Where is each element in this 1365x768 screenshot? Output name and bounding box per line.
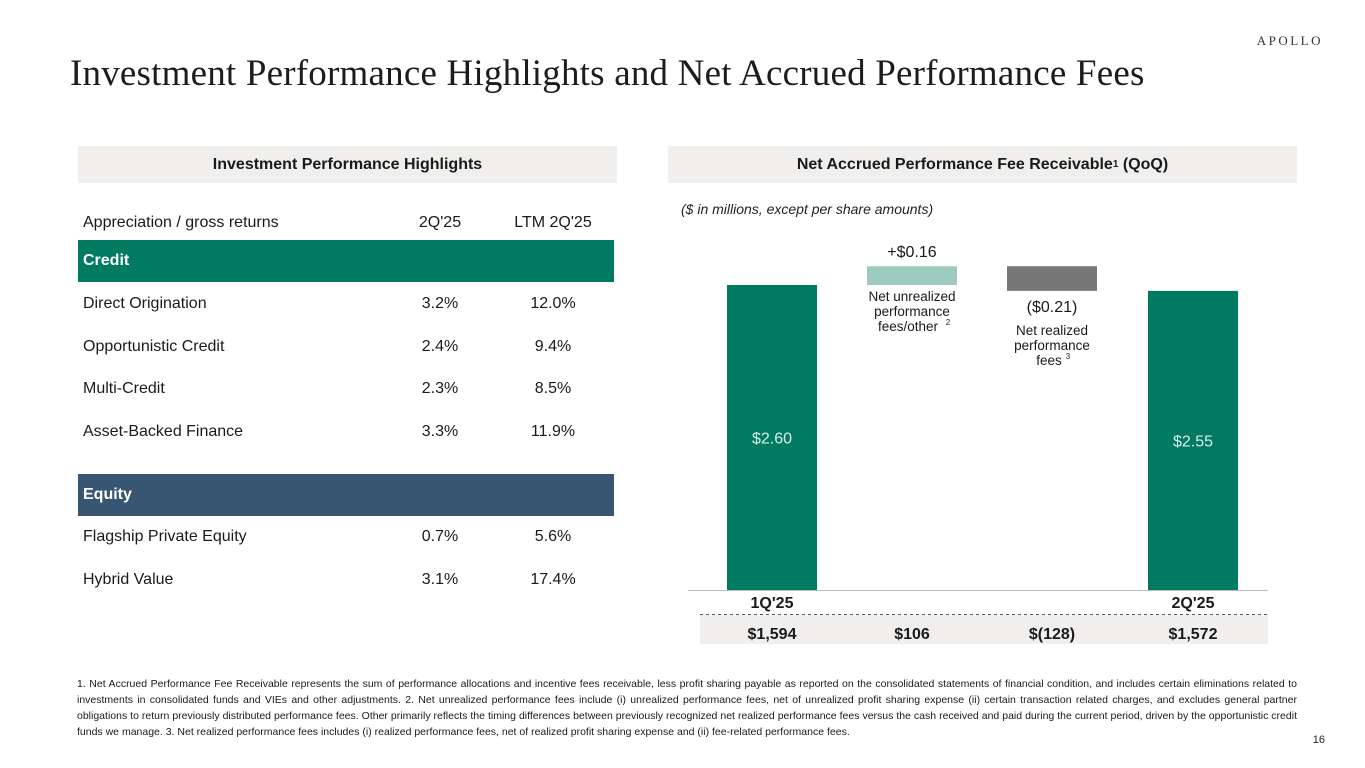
quarter-return: 0.7%: [421, 528, 459, 545]
total-bar: [727, 285, 817, 590]
ltm-return: 11.9%: [530, 423, 576, 440]
ltm-return: 8.5%: [534, 380, 572, 397]
strategy-name: Hybrid Value: [83, 571, 174, 588]
bar-value-label: +$0.16: [887, 244, 936, 261]
x-tick-label: 2Q'25: [1172, 595, 1215, 612]
section-label-equity: Equity: [83, 486, 132, 503]
bar-value-label: ($0.21): [1027, 299, 1078, 316]
investment-performance-header: Investment Performance Highlights: [78, 146, 617, 183]
ltm-return: 17.4%: [530, 571, 576, 588]
bar-value-label: $2.55: [1173, 433, 1213, 450]
summary-total: $106: [894, 626, 930, 643]
table-row: Flagship Private Equity 0.7% 5.6%: [78, 516, 614, 558]
decrease-bar: [1007, 266, 1097, 291]
ltm-return: 9.4%: [534, 338, 572, 355]
increase-bar: [867, 266, 957, 285]
summary-total: $(128): [1029, 626, 1075, 643]
bar-description: Net realized: [1016, 323, 1088, 338]
table-row: Multi-Credit 2.3% 8.5%: [78, 368, 614, 410]
bar-description: Net unrealized: [868, 289, 955, 304]
page-number: 16: [1312, 734, 1325, 746]
footnote-superscript: 2: [946, 318, 951, 327]
investment-performance-header-label: Investment Performance Highlights: [212, 155, 483, 173]
section-band-credit: Credit: [78, 240, 614, 282]
quarter-return: 3.3%: [421, 423, 459, 440]
table-row: Hybrid Value 3.1% 17.4%: [78, 559, 614, 601]
bar-description: performance: [874, 304, 950, 319]
footnote-superscript: 3: [1066, 352, 1071, 361]
x-tick-label: 1Q'25: [751, 595, 794, 612]
table-row: Opportunistic Credit 2.4% 9.4%: [78, 326, 614, 368]
footnote: 1. Net Accrued Performance Fee Receivabl…: [77, 678, 1297, 738]
page-title: Investment Performance Highlights and Ne…: [70, 53, 1145, 94]
bar-description: fees/other: [878, 319, 939, 334]
strategy-name: Multi-Credit: [83, 380, 165, 397]
summary-total: $1,572: [1169, 626, 1218, 643]
strategy-name: Direct Origination: [83, 295, 207, 312]
section-label-credit: Credit: [83, 252, 130, 269]
bar-description: fees: [1036, 353, 1062, 368]
total-bar: [1148, 290, 1238, 590]
strategy-name: Asset-Backed Finance: [83, 423, 244, 440]
ltm-return: 5.6%: [534, 528, 572, 545]
apollo-logo: APOLLO: [1256, 33, 1323, 48]
table-header-row: Appreciation / gross returns 2Q'25 LTM 2…: [78, 202, 614, 244]
quarter-return: 2.4%: [421, 338, 459, 355]
units-note: ($ in millions, except per share amounts…: [681, 201, 934, 217]
bar-value-label: $2.60: [752, 431, 792, 448]
column-header-label: Appreciation / gross returns: [83, 214, 279, 231]
quarter-return: 3.1%: [421, 571, 459, 588]
section-band-equity: Equity: [78, 474, 614, 516]
net-accrued-fee-header-label: Net Accrued Performance Fee Receivable: [796, 155, 1113, 173]
net-accrued-fee-header-suffix: (QoQ): [1118, 155, 1169, 173]
footnote-marker: 1: [1112, 159, 1119, 170]
summary-total: $1,594: [748, 626, 797, 643]
strategy-name: Opportunistic Credit: [83, 338, 225, 355]
bar-description: performance: [1014, 338, 1090, 353]
ltm-return: 12.0%: [530, 295, 576, 312]
summary-band: [700, 615, 1268, 644]
strategy-name: Flagship Private Equity: [83, 528, 247, 545]
net-accrued-fee-header: Net Accrued Performance Fee Receivable 1 …: [668, 146, 1297, 183]
column-header-ltm: LTM 2Q'25: [514, 214, 592, 231]
table-row: Direct Origination 3.2% 12.0%: [78, 283, 614, 325]
table-row: Asset-Backed Finance 3.3% 11.9%: [78, 411, 614, 453]
quarter-return: 2.3%: [421, 380, 459, 397]
quarter-return: 3.2%: [421, 295, 459, 312]
column-header-quarter: 2Q'25: [418, 214, 462, 231]
